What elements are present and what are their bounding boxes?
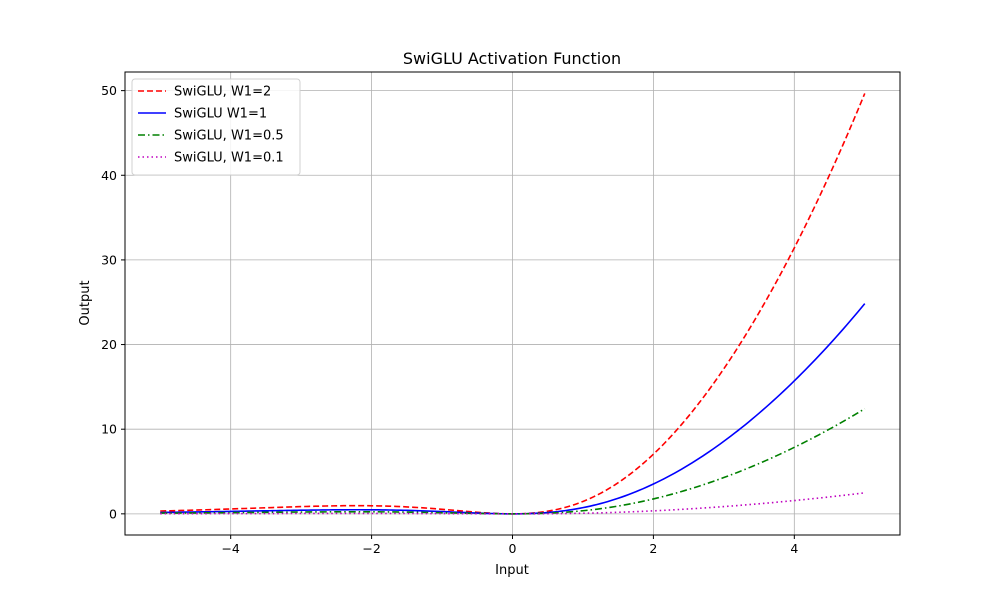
x-axis-label: Input	[495, 563, 529, 578]
y-tick-label: 0	[109, 506, 117, 521]
y-tick-label: 20	[101, 337, 117, 352]
y-axis-label: Output	[78, 280, 93, 325]
x-tick-label: −4	[221, 541, 239, 556]
x-tick-label: 2	[649, 541, 657, 556]
y-tick-label: 50	[101, 83, 117, 98]
chart-title: SwiGLU Activation Function	[403, 49, 621, 68]
legend: SwiGLU, W1=2 SwiGLU W1=1 SwiGLU, W1=0.5 Swi…	[131, 78, 301, 176]
legend-label: SwiGLU, W1=0.1	[174, 151, 284, 166]
legend-label: SwiGLU, W1=2	[174, 85, 271, 100]
x-tick-label: −2	[362, 541, 380, 556]
x-tick-label: 4	[790, 541, 798, 556]
x-tick-label: 0	[509, 541, 517, 556]
legend-box	[131, 78, 301, 176]
x-axis-ticks: −4 −2 0 2 4	[221, 535, 798, 556]
legend-label: SwiGLU W1=1	[174, 107, 267, 122]
series-lines	[160, 93, 866, 515]
legend-label: SwiGLU, W1=0.5	[174, 129, 284, 144]
y-tick-label: 30	[101, 252, 117, 267]
y-axis-ticks: 0 10 20 30 40 50	[101, 83, 125, 521]
series-line	[160, 492, 865, 515]
y-tick-label: 10	[101, 422, 117, 437]
y-tick-label: 40	[101, 168, 117, 183]
